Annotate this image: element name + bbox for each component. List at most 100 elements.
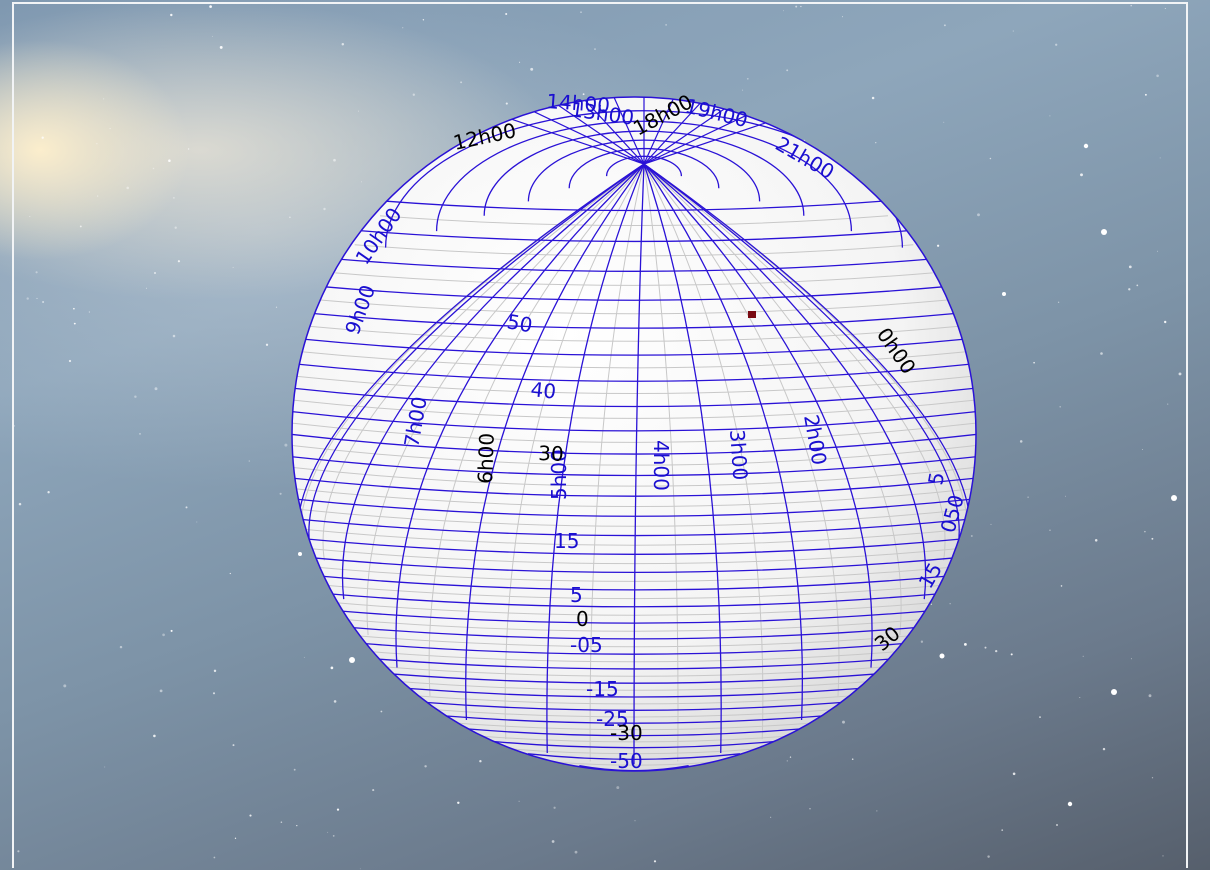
star bbox=[616, 786, 620, 790]
star bbox=[809, 808, 811, 810]
dec-label: -50 bbox=[610, 749, 643, 773]
star bbox=[159, 689, 163, 693]
star bbox=[168, 159, 171, 162]
star bbox=[361, 181, 363, 183]
declination-line bbox=[313, 557, 955, 574]
star bbox=[990, 523, 992, 525]
star bbox=[357, 110, 360, 112]
meridian-line bbox=[643, 163, 722, 754]
star bbox=[170, 629, 173, 632]
selected-object-marker[interactable] bbox=[748, 311, 756, 318]
star bbox=[1079, 697, 1081, 698]
star bbox=[380, 710, 383, 713]
star bbox=[1057, 301, 1060, 303]
bright-star bbox=[1111, 689, 1117, 695]
star bbox=[1019, 440, 1023, 443]
star bbox=[1128, 288, 1131, 291]
star bbox=[196, 521, 198, 523]
star bbox=[1055, 43, 1058, 46]
meridian-line bbox=[643, 163, 927, 600]
dec-label: 40 bbox=[529, 377, 557, 404]
star bbox=[949, 603, 951, 605]
dec-label: 15 bbox=[554, 529, 579, 553]
star bbox=[1010, 653, 1013, 656]
sky-canvas[interactable]: 12h00 13h00 14h00 18h00 19h00 21h00 10h0… bbox=[14, 4, 1190, 870]
star bbox=[519, 61, 521, 63]
star bbox=[963, 642, 967, 646]
star bbox=[134, 395, 137, 398]
star bbox=[783, 10, 785, 12]
star bbox=[333, 700, 337, 703]
star bbox=[1049, 115, 1051, 117]
star bbox=[234, 837, 237, 839]
star bbox=[553, 806, 556, 809]
secondary-declination-line bbox=[295, 508, 973, 527]
star bbox=[1060, 585, 1063, 587]
star bbox=[68, 359, 72, 363]
star bbox=[170, 13, 173, 17]
star bbox=[119, 645, 123, 649]
star bbox=[930, 603, 933, 605]
secondary-declination-line bbox=[306, 547, 962, 565]
star bbox=[1144, 93, 1147, 96]
star bbox=[977, 213, 980, 217]
secondary-declination-line bbox=[300, 528, 968, 546]
celestial-sphere[interactable]: 12h00 13h00 14h00 18h00 19h00 21h00 10h0… bbox=[288, 64, 980, 773]
star bbox=[1130, 658, 1132, 660]
star bbox=[1094, 539, 1098, 542]
star bbox=[943, 121, 945, 123]
star bbox=[1167, 403, 1169, 405]
star bbox=[213, 856, 216, 859]
star bbox=[35, 271, 38, 274]
star bbox=[1164, 320, 1167, 324]
star bbox=[1130, 4, 1132, 7]
star bbox=[336, 808, 340, 811]
star bbox=[875, 142, 877, 144]
star bbox=[47, 491, 50, 494]
star bbox=[162, 633, 165, 637]
star bbox=[1164, 7, 1166, 10]
star bbox=[582, 93, 585, 96]
star bbox=[154, 387, 158, 391]
star bbox=[109, 128, 111, 130]
star bbox=[1162, 855, 1164, 857]
star bbox=[800, 5, 802, 8]
star bbox=[359, 868, 361, 870]
star bbox=[920, 640, 924, 643]
star bbox=[174, 226, 177, 229]
meridian-line bbox=[643, 97, 730, 165]
bright-star bbox=[1171, 495, 1177, 501]
star bbox=[970, 535, 973, 537]
meridian-line bbox=[308, 163, 645, 550]
bright-star bbox=[1067, 801, 1073, 807]
star bbox=[1039, 716, 1041, 718]
star bbox=[1128, 265, 1132, 269]
star bbox=[770, 816, 772, 818]
star bbox=[265, 343, 269, 346]
star bbox=[851, 758, 854, 760]
star bbox=[746, 77, 749, 80]
secondary-declination-line bbox=[354, 244, 914, 257]
ra-label: 5h00 bbox=[547, 449, 571, 500]
dec-label: 50 bbox=[505, 309, 534, 337]
star bbox=[154, 272, 156, 274]
secondary-grid bbox=[292, 163, 976, 766]
star bbox=[73, 307, 75, 310]
star bbox=[1059, 406, 1061, 408]
star bbox=[594, 48, 596, 50]
star bbox=[1065, 495, 1066, 497]
star bbox=[1100, 352, 1103, 355]
declination-line bbox=[292, 410, 976, 432]
star bbox=[289, 216, 291, 219]
star bbox=[876, 810, 878, 812]
secondary-declination-line bbox=[292, 399, 976, 419]
star bbox=[1080, 173, 1083, 177]
star bbox=[1141, 449, 1143, 450]
meridian-line bbox=[465, 163, 645, 721]
star bbox=[248, 460, 251, 462]
dec-label: -25 bbox=[596, 707, 629, 731]
meridian-line bbox=[633, 163, 645, 765]
meridian-line bbox=[643, 97, 765, 165]
star bbox=[1049, 529, 1051, 531]
star bbox=[187, 148, 190, 150]
